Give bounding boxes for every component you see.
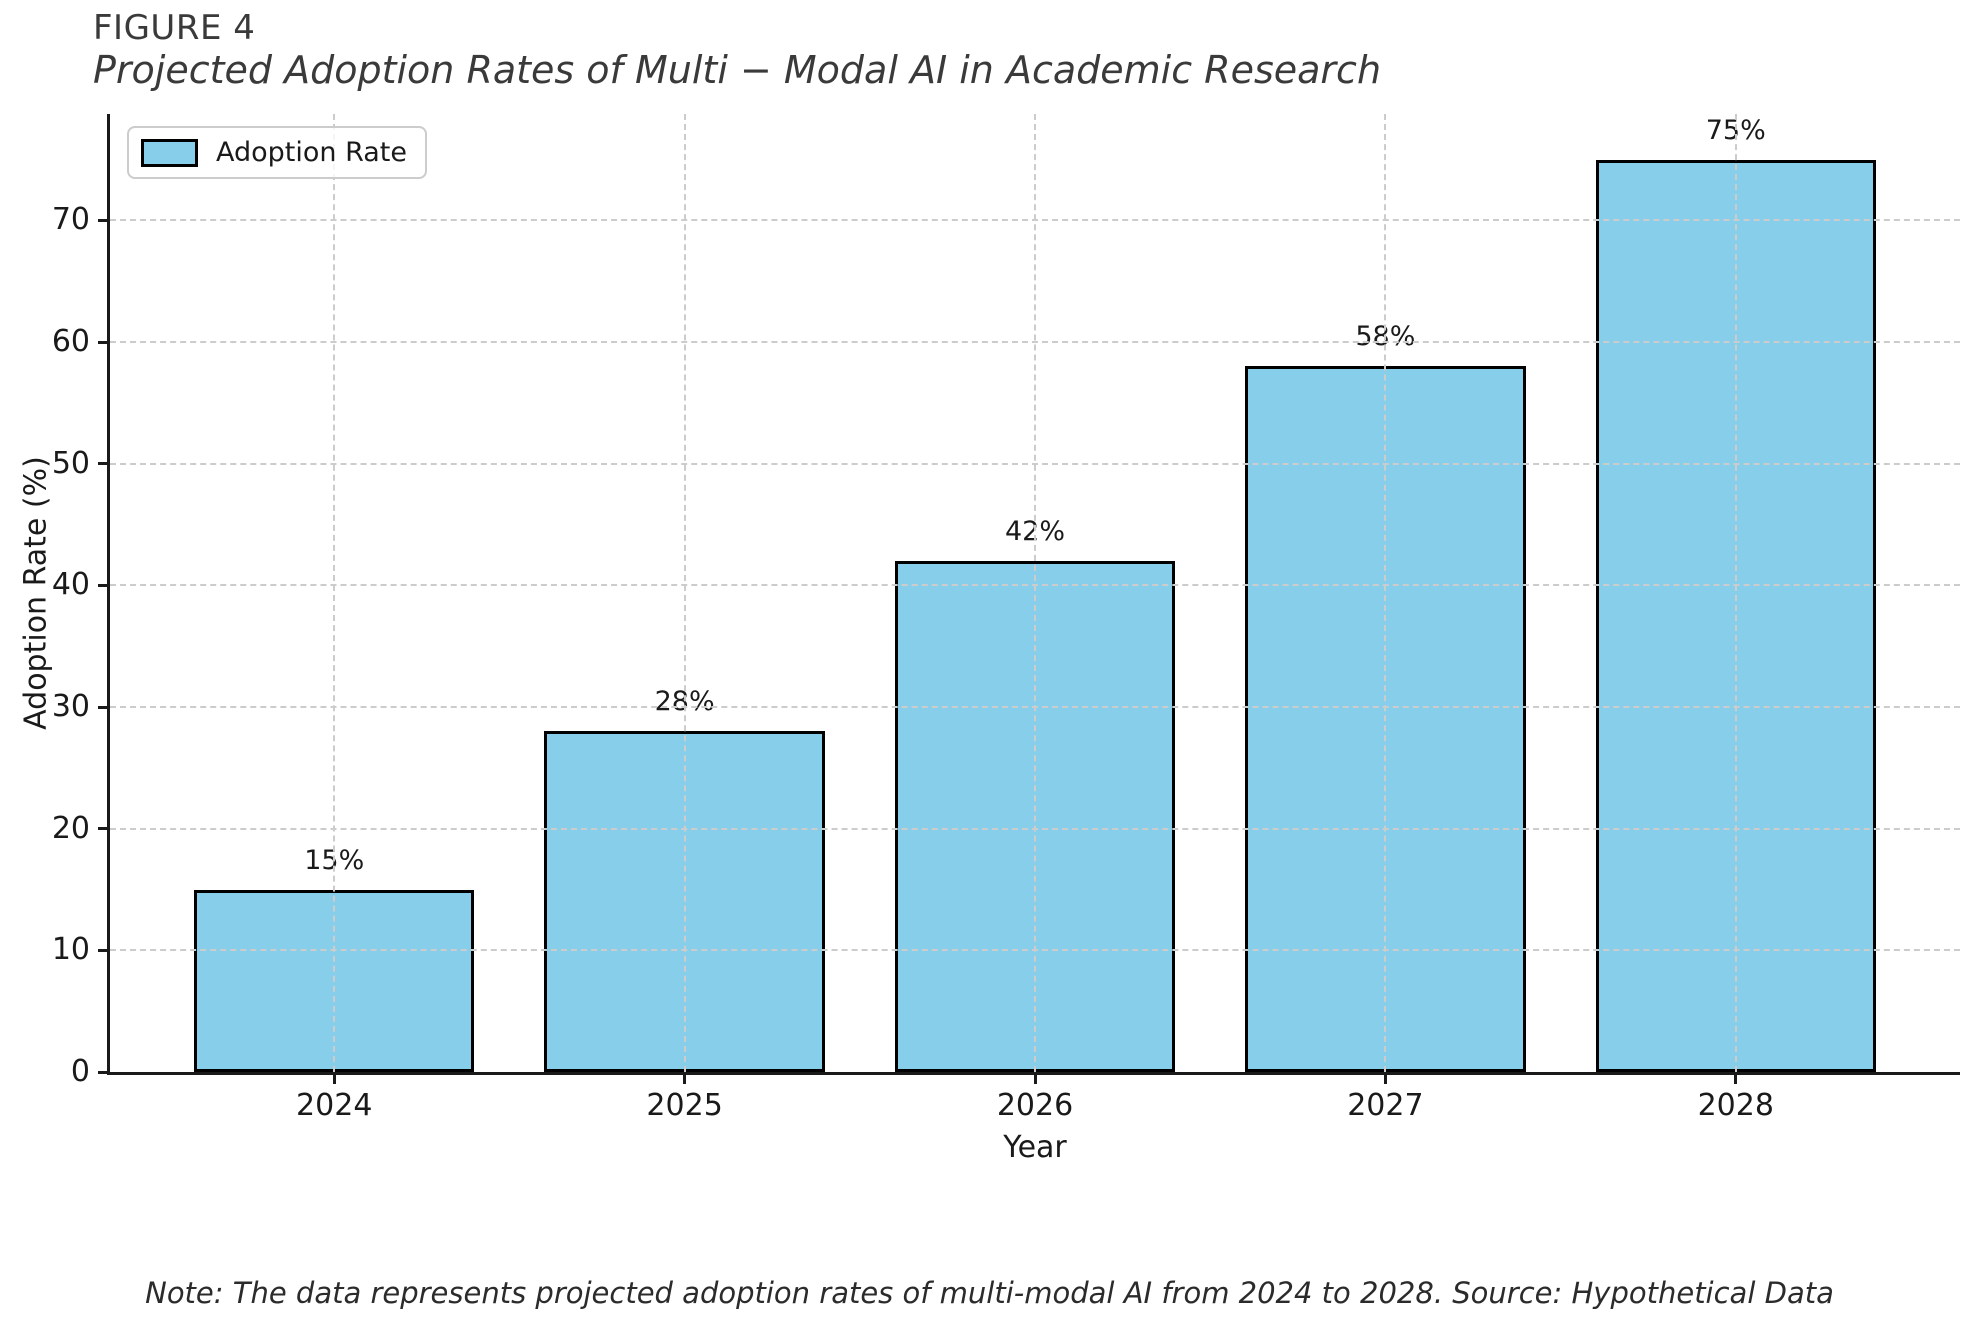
- y-tick-label: 30: [51, 688, 90, 724]
- gridline-horizontal: [110, 584, 1960, 587]
- y-tick-mark: [98, 583, 110, 587]
- gridline-vertical: [1734, 114, 1737, 1072]
- x-tick-mark: [332, 1072, 336, 1084]
- y-tick-mark: [98, 1070, 110, 1074]
- y-tick-mark: [98, 340, 110, 344]
- gridline-horizontal: [110, 949, 1960, 952]
- chart-title: Projected Adoption Rates of Multi − Moda…: [93, 48, 1382, 92]
- gridline-horizontal: [110, 706, 1960, 709]
- figure-label: FIGURE 4: [93, 8, 256, 48]
- y-tick-label: 60: [51, 323, 90, 359]
- y-tick-mark: [98, 705, 110, 709]
- gridline-vertical: [333, 114, 336, 1072]
- y-tick-label: 20: [51, 810, 90, 846]
- y-tick-label: 70: [51, 202, 90, 238]
- x-tick-label: 2026: [996, 1088, 1074, 1123]
- x-tick-mark: [1033, 1072, 1037, 1084]
- x-tick-label: 2028: [1697, 1088, 1774, 1123]
- legend-swatch-adoption-rate: [141, 138, 198, 167]
- x-tick-mark: [683, 1072, 687, 1084]
- y-axis-title: Adoption Rate (%): [18, 456, 54, 730]
- y-axis-spine: [107, 114, 110, 1075]
- x-tick-label: 2027: [1347, 1088, 1424, 1123]
- gridline-horizontal: [110, 462, 1960, 465]
- x-tick-label: 2025: [646, 1088, 723, 1123]
- y-tick-label: 50: [51, 445, 90, 481]
- gridline-vertical: [1384, 114, 1387, 1072]
- x-tick-mark: [1734, 1072, 1738, 1084]
- y-tick-label: 40: [51, 567, 90, 603]
- legend: Adoption Rate: [127, 126, 428, 179]
- gridline-horizontal: [110, 219, 1960, 222]
- gridline-vertical: [1034, 114, 1036, 1072]
- x-axis-title: Year: [1003, 1130, 1067, 1165]
- x-tick-mark: [1383, 1072, 1387, 1084]
- legend-label-adoption-rate: Adoption Rate: [216, 137, 408, 168]
- y-tick-mark: [98, 462, 110, 466]
- y-tick-mark: [98, 827, 110, 831]
- y-tick-mark: [98, 218, 110, 222]
- figure-note: Note: The data represents projected adop…: [145, 1276, 1834, 1310]
- gridline-vertical: [683, 114, 686, 1072]
- gridline-horizontal: [110, 341, 1960, 344]
- y-tick-label: 0: [70, 1053, 90, 1089]
- x-tick-label: 2024: [296, 1088, 373, 1123]
- gridline-horizontal: [110, 827, 1960, 830]
- y-tick-mark: [98, 948, 110, 952]
- y-tick-label: 10: [51, 932, 90, 968]
